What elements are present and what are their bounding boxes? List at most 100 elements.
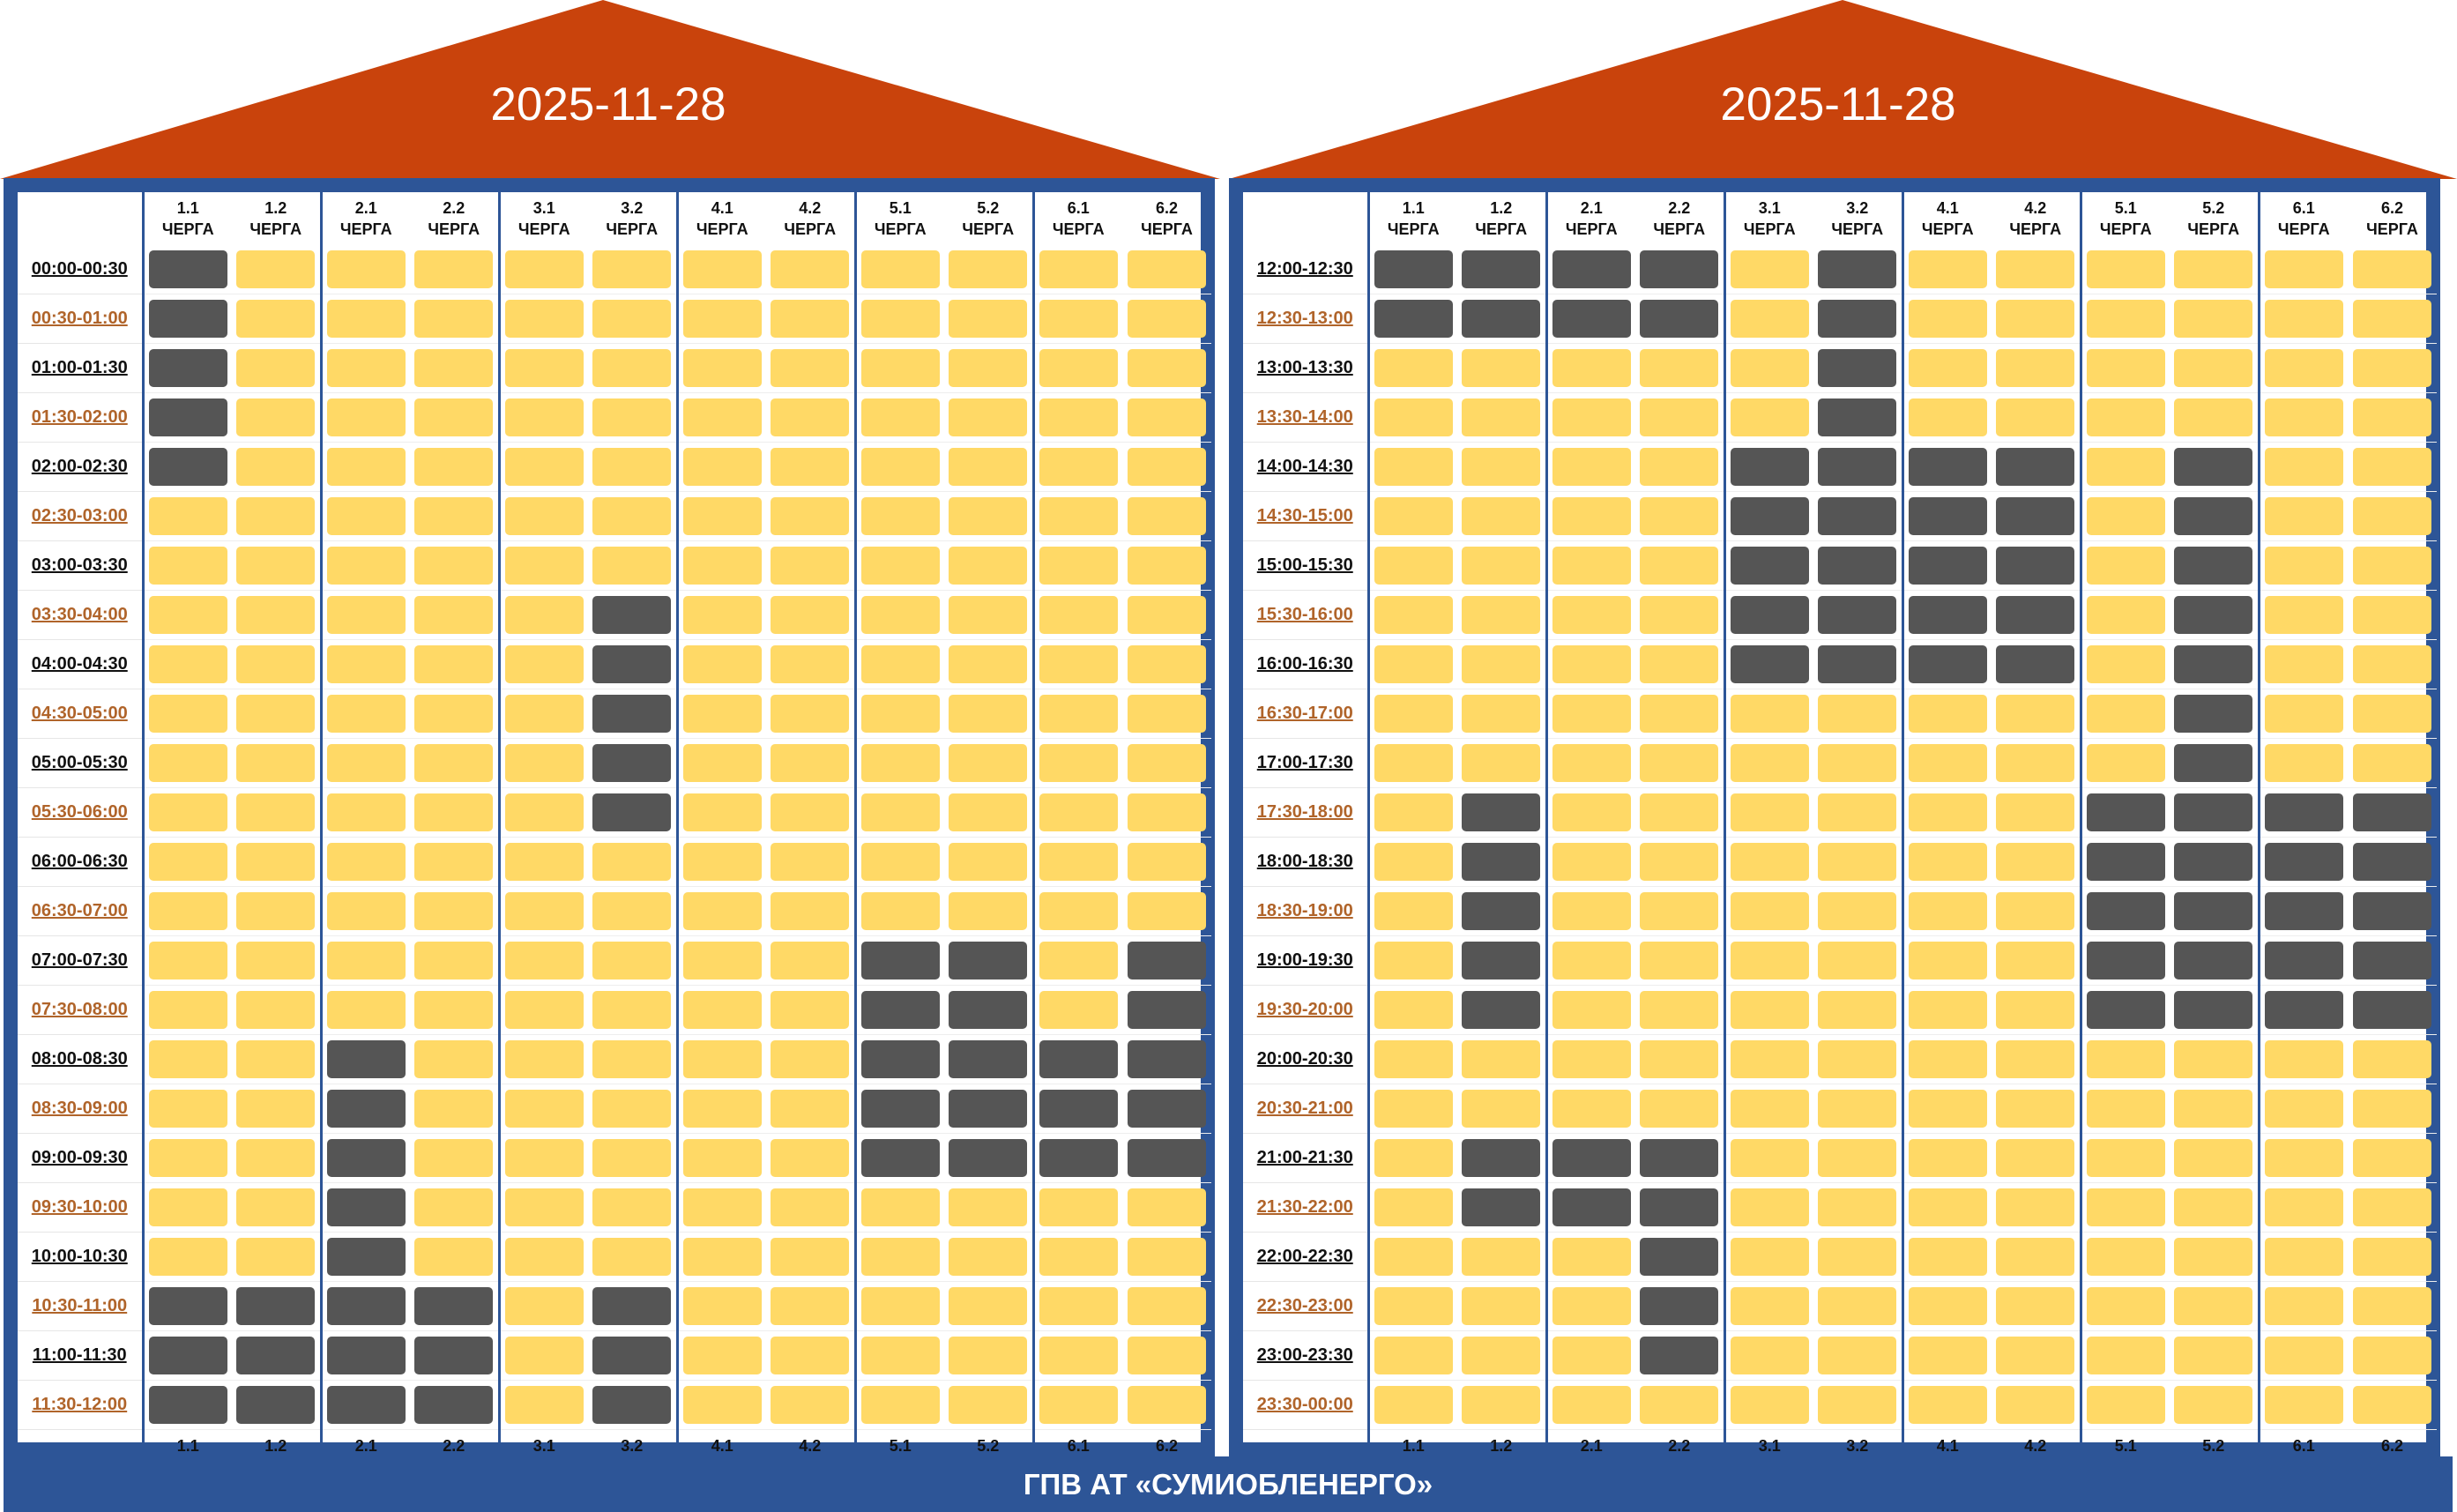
power-off-block	[2353, 793, 2431, 831]
queue-word: ЧЕРГА	[2366, 220, 2418, 238]
time-slot-label[interactable]: 01:00-01:30	[18, 343, 143, 393]
power-on-block	[1996, 1188, 2075, 1226]
schedule-cell	[1366, 540, 1457, 591]
time-slot-label[interactable]: 16:00-16:30	[1243, 639, 1368, 689]
time-slot-label[interactable]: 00:00-00:30	[18, 245, 143, 294]
time-slot-label[interactable]: 12:30-13:00	[1243, 294, 1368, 344]
time-slot-label[interactable]: 21:30-22:00	[1243, 1182, 1368, 1233]
schedule-cell	[141, 1133, 232, 1183]
queue-header-2-1: 2.1 ЧЕРГА	[1545, 192, 1635, 245]
schedule-cell	[766, 1232, 855, 1282]
time-slot-label[interactable]: 13:30-14:00	[1243, 392, 1368, 443]
schedule-cell	[141, 245, 232, 294]
power-on-block	[2086, 448, 2165, 486]
time-slot-label[interactable]: 11:30-12:00	[18, 1380, 143, 1430]
time-slot-label[interactable]: 14:00-14:30	[1243, 442, 1368, 492]
time-slot-label[interactable]: 03:00-03:30	[18, 540, 143, 591]
power-on-block	[414, 1040, 494, 1078]
time-slot-label[interactable]: 05:00-05:30	[18, 738, 143, 788]
time-slot-label[interactable]: 18:30-19:00	[1243, 886, 1368, 936]
schedule-cell	[2257, 491, 2348, 541]
time-slot-label[interactable]: 10:30-11:00	[18, 1281, 143, 1331]
power-on-block	[1462, 695, 1541, 733]
power-on-block	[860, 843, 940, 881]
schedule-cell	[319, 540, 410, 591]
power-on-block	[1996, 1139, 2075, 1177]
time-slot-label[interactable]: 04:30-05:00	[18, 689, 143, 739]
power-on-block	[1128, 744, 1206, 782]
schedule-cell	[2257, 245, 2348, 294]
power-on-block	[949, 349, 1028, 387]
time-slot-label[interactable]: 05:30-06:00	[18, 787, 143, 838]
time-slot-label[interactable]: 06:30-07:00	[18, 886, 143, 936]
time-slot-label[interactable]: 22:00-22:30	[1243, 1232, 1368, 1282]
power-on-block	[682, 250, 762, 288]
power-on-block	[414, 793, 494, 831]
time-slot-label[interactable]: 17:00-17:30	[1243, 738, 1368, 788]
time-slot-label[interactable]: 16:30-17:00	[1243, 689, 1368, 739]
schedule-cell	[319, 886, 410, 936]
time-slot-label[interactable]: 13:00-13:30	[1243, 343, 1368, 393]
schedule-cell	[944, 491, 1033, 541]
power-on-block	[1374, 1287, 1453, 1325]
schedule-cell	[2348, 442, 2437, 492]
time-slot-label[interactable]: 17:30-18:00	[1243, 787, 1368, 838]
time-slot-label[interactable]: 09:00-09:30	[18, 1133, 143, 1183]
time-slot-label[interactable]: 09:30-10:00	[18, 1182, 143, 1233]
schedule-cell	[497, 1182, 588, 1233]
time-slot-label[interactable]: 04:00-04:30	[18, 639, 143, 689]
schedule-cell	[1122, 639, 1211, 689]
power-off-block	[1640, 250, 1719, 288]
time-slot-label[interactable]: 19:30-20:00	[1243, 985, 1368, 1035]
power-off-block	[326, 1188, 406, 1226]
time-slot-label[interactable]: 15:30-16:00	[1243, 590, 1368, 640]
schedule-cell	[497, 1330, 588, 1381]
queue-number: 6.2	[1155, 199, 1179, 217]
time-slot-label[interactable]: 15:00-15:30	[1243, 540, 1368, 591]
time-slot-label[interactable]: 08:30-09:00	[18, 1084, 143, 1134]
time-slot-label[interactable]: 22:30-23:00	[1243, 1281, 1368, 1331]
schedule-cell	[1901, 1034, 1992, 1084]
power-on-block	[1908, 892, 1987, 930]
time-slot-label[interactable]: 18:00-18:30	[1243, 837, 1368, 887]
power-on-block	[592, 892, 672, 930]
schedule-cell	[232, 343, 321, 393]
time-slot-label[interactable]: 14:30-15:00	[1243, 491, 1368, 541]
time-slot-label[interactable]: 07:00-07:30	[18, 935, 143, 986]
schedule-cell	[1813, 1034, 1902, 1084]
time-slot-label[interactable]: 02:00-02:30	[18, 442, 143, 492]
time-slot-label[interactable]: 01:30-02:00	[18, 392, 143, 443]
schedule-row: 17:00-17:30	[1243, 738, 2437, 788]
queue-header-row-top: 1.1 ЧЕРГА 1.2 ЧЕРГА 2.1 ЧЕРГА 2.2 ЧЕРГА 3.1 ЧЕРГА…	[18, 192, 1211, 245]
time-slot-label[interactable]: 11:00-11:30	[18, 1330, 143, 1381]
time-slot-label[interactable]: 06:00-06:30	[18, 837, 143, 887]
time-slot-label[interactable]: 08:00-08:30	[18, 1034, 143, 1084]
power-off-block	[1552, 1139, 1631, 1177]
schedule-row: 05:30-06:00	[18, 787, 1211, 838]
time-slot-label[interactable]: 10:00-10:30	[18, 1232, 143, 1282]
power-on-block	[1552, 942, 1631, 979]
time-slot-label[interactable]: 21:00-21:30	[1243, 1133, 1368, 1183]
power-on-block	[1908, 300, 1987, 338]
power-on-block	[2086, 349, 2165, 387]
time-slot-label[interactable]: 03:30-04:00	[18, 590, 143, 640]
schedule-cell	[1457, 1281, 1546, 1331]
power-off-block	[1462, 1188, 1541, 1226]
time-slot-label[interactable]: 23:00-23:30	[1243, 1330, 1368, 1381]
time-slot-label[interactable]: 07:30-08:00	[18, 985, 143, 1035]
schedule-cell	[141, 1034, 232, 1084]
time-slot-label[interactable]: 23:30-00:00	[1243, 1380, 1368, 1430]
time-slot-label[interactable]: 12:00-12:30	[1243, 245, 1368, 294]
power-on-block	[414, 596, 494, 634]
power-off-block	[592, 645, 672, 683]
time-slot-label[interactable]: 20:00-20:30	[1243, 1034, 1368, 1084]
time-slot-label[interactable]: 02:30-03:00	[18, 491, 143, 541]
power-off-block	[592, 1337, 672, 1374]
queue-number: 2.1	[1580, 199, 1603, 217]
power-on-block	[236, 448, 316, 486]
power-on-block	[1552, 645, 1631, 683]
schedule-cell	[1457, 1133, 1546, 1183]
time-slot-label[interactable]: 20:30-21:00	[1243, 1084, 1368, 1134]
time-slot-label[interactable]: 00:30-01:00	[18, 294, 143, 344]
time-slot-label[interactable]: 19:00-19:30	[1243, 935, 1368, 986]
